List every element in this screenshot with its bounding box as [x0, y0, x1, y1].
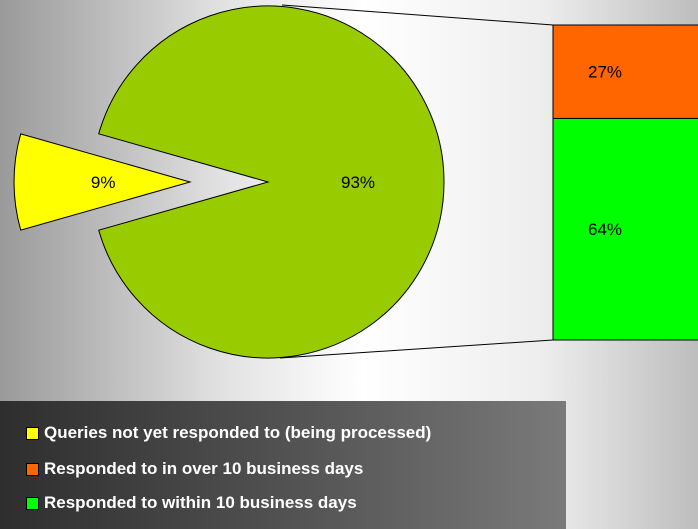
bar-segment-over-10-days	[552, 24, 698, 119]
connector-line-bottom	[279, 339, 554, 359]
legend-swatch-yellow	[26, 426, 39, 440]
pie-slice-label: 93%	[341, 173, 375, 192]
legend-label: Responded to in over 10 business days	[44, 459, 364, 478]
bar-segment-label: 27%	[588, 63, 622, 82]
legend-item-within-10-days: Responded to within 10 business days	[26, 492, 357, 514]
legend-swatch-orange	[26, 462, 39, 476]
breakdown-bar: 27% 64%	[552, 24, 698, 341]
pie-chart: 9% 93%	[13, 5, 445, 359]
legend-item-over-10-days: Responded to in over 10 business days	[26, 458, 363, 480]
legend-label: Queries not yet responded to (being proc…	[44, 423, 432, 442]
bar-segment-within-10-days	[552, 117, 698, 341]
legend-swatch-green	[26, 496, 39, 510]
pie-slice-pending	[13, 133, 192, 231]
legend: Queries not yet responded to (being proc…	[0, 401, 566, 529]
bar-segment-label: 64%	[588, 220, 622, 239]
legend-label: Responded to within 10 business days	[44, 493, 357, 512]
connector-line-top	[281, 4, 554, 26]
legend-item-queries-pending: Queries not yet responded to (being proc…	[26, 422, 431, 444]
pie-slice-label: 9%	[91, 173, 116, 192]
pie-slice-responded	[98, 5, 445, 359]
